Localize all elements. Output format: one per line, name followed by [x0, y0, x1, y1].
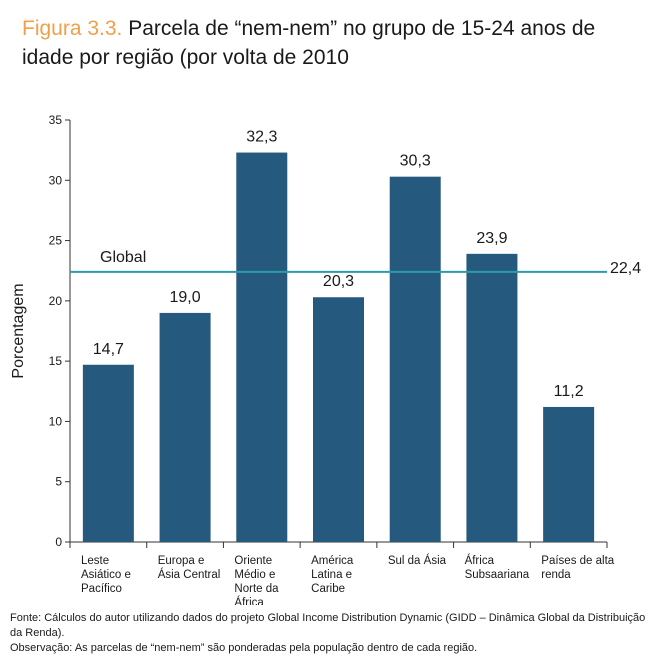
y-tick-label: 30	[49, 173, 63, 187]
bar-value-label: 32,3	[246, 129, 277, 146]
x-category-label: Pacífico	[81, 583, 122, 595]
x-category-label: renda	[541, 569, 571, 581]
x-category-label: Sul da Ásia	[388, 554, 447, 567]
x-category-label: Oriente	[234, 555, 272, 567]
bar	[466, 253, 518, 542]
chart-canvas: 0 5 10 15 20 25 30 35 Porcentagem 14,7 Leste Asiáti…	[10, 113, 641, 605]
x-category-label: Europa e	[158, 555, 205, 567]
bar-value-label: 30,3	[400, 153, 431, 170]
bar	[236, 152, 288, 542]
global-value-label: 22,4	[610, 260, 641, 277]
bar	[389, 176, 441, 542]
global-line-label: Global	[100, 249, 146, 266]
bar-value-label: 19,0	[170, 289, 201, 306]
bar	[159, 312, 211, 542]
chart-notes: Fonte: Cálculos do autor utilizando dado…	[10, 611, 650, 656]
y-axis-label: Porcentagem	[10, 283, 27, 378]
x-category-label: Ásia Central	[158, 568, 221, 581]
bar	[313, 297, 364, 542]
x-category-label: Médio e	[234, 569, 275, 581]
y-tick-label: 10	[49, 414, 63, 428]
y-tick-label: 35	[49, 113, 63, 127]
observation-note: Observação: As parcelas de “nem-nem” são…	[10, 642, 478, 654]
bar-value-label: 11,2	[554, 383, 584, 400]
bar-chart: 0 5 10 15 20 25 30 35 Porcentagem 14,7 Leste Asiáti…	[0, 100, 654, 605]
x-category-label: Países de alta	[541, 555, 614, 567]
x-category-label: Norte da	[234, 583, 279, 595]
y-tick-label: 25	[49, 234, 63, 248]
bar-value-label: 14,7	[93, 341, 124, 358]
bar	[82, 364, 134, 542]
bar	[543, 406, 595, 542]
bar-value-label: 23,9	[476, 230, 507, 247]
figure-label: Figura 3.3.	[22, 17, 123, 40]
x-category-label: África	[465, 554, 495, 567]
x-category-label: Subsaariana	[465, 569, 530, 581]
chart-title: Figura 3.3. Parcela de “nem-nem” no grup…	[22, 14, 642, 72]
y-tick-label: 15	[49, 354, 63, 368]
title-text: Parcela de “nem-nem” no grupo de 15-24 a…	[22, 17, 596, 69]
x-category-label: América	[311, 555, 354, 567]
source-note: Fonte: Cálculos do autor utilizando dado…	[10, 612, 646, 639]
x-category-label: Leste	[81, 555, 109, 567]
x-category-label: Latina e	[311, 569, 352, 581]
y-tick-label: 20	[49, 294, 63, 308]
y-tick-label: 5	[55, 475, 62, 489]
x-category-label: África	[234, 596, 264, 605]
x-category-label: Caribe	[311, 583, 345, 595]
y-tick-label: 0	[55, 535, 62, 549]
bar-value-label: 20,3	[323, 273, 354, 290]
x-category-label: Asiático e	[81, 569, 131, 581]
